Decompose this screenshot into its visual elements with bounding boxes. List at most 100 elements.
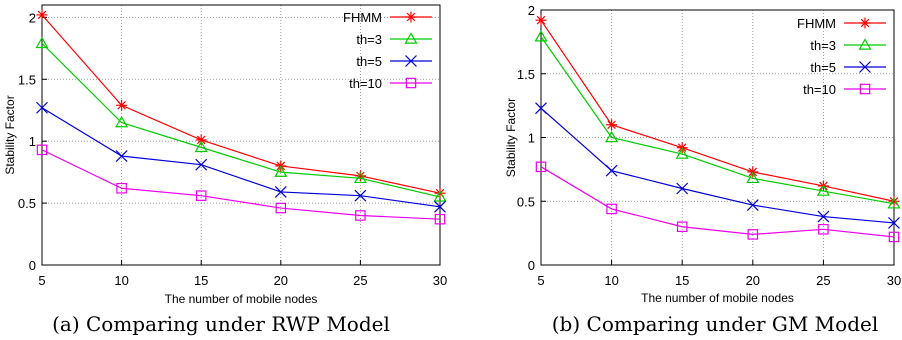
- cross-marker: [859, 61, 871, 73]
- triangle-marker: [816, 184, 830, 196]
- triangle-marker: [746, 171, 760, 184]
- series-layer: [534, 14, 901, 243]
- x-tick-label: 25: [816, 273, 830, 288]
- cross-marker: [115, 150, 128, 162]
- triangle-marker: [404, 32, 418, 44]
- x-tick-label: 5: [537, 273, 544, 288]
- asterisk-marker: [859, 17, 871, 29]
- legend-label: th=10: [803, 82, 836, 97]
- y-axis-ticks: 0 0.5 1 1.5 2: [18, 10, 47, 273]
- series-line: [540, 36, 895, 205]
- square-marker: [818, 224, 829, 235]
- x-tick-label: 10: [604, 273, 618, 288]
- series-line: [540, 166, 895, 238]
- series-layer: [35, 9, 447, 225]
- triangle-marker: [605, 130, 619, 143]
- y-axis-ticks: 0 0.5 1 1.5 2: [517, 3, 546, 273]
- grid-lines: [541, 10, 894, 265]
- square-marker: [888, 231, 900, 243]
- cross-marker: [274, 186, 287, 198]
- legend: FHMM th=3 th=5 th=10: [797, 16, 886, 97]
- triangle-marker: [534, 30, 548, 42]
- triangle-marker: [858, 38, 872, 50]
- legend-label: th=10: [349, 76, 382, 91]
- asterisk-marker: [405, 11, 417, 23]
- square-marker: [36, 144, 48, 156]
- cross-marker: [888, 217, 900, 229]
- triangle-marker: [115, 115, 129, 128]
- figure-caption: (a) Comparing under RWP Model: [52, 312, 390, 336]
- y-tick-label: 1.5: [18, 72, 36, 87]
- x-tick-label: 15: [675, 273, 689, 288]
- x-tick-label: 20: [274, 273, 288, 288]
- chart-rwp: 0 0.5 1 1.5 2 5 10 15 20 25 30 FHMM th=3…: [3, 4, 447, 336]
- square-marker: [116, 182, 127, 194]
- square-marker: [195, 190, 207, 201]
- x-tick-label: 30: [433, 273, 447, 288]
- legend-label: FHMM: [343, 10, 382, 25]
- x-tick-label: 25: [353, 273, 367, 288]
- series-line: [540, 107, 895, 224]
- x-tick-label: 10: [114, 273, 128, 288]
- asterisk-marker: [195, 134, 207, 146]
- y-tick-label: 0.5: [18, 196, 36, 211]
- y-tick-label: 0.5: [517, 194, 535, 209]
- triangle-marker: [274, 165, 288, 177]
- cross-marker: [405, 55, 417, 67]
- x-axis-label: The number of mobile nodes: [165, 292, 318, 306]
- cross-marker: [605, 164, 618, 177]
- legend-label: th=5: [810, 60, 836, 75]
- series-line: [41, 14, 441, 194]
- square-marker: [606, 203, 617, 215]
- triangle-marker: [675, 147, 689, 159]
- legend-label: th=3: [810, 38, 836, 53]
- square-marker: [405, 77, 417, 89]
- asterisk-marker: [606, 119, 618, 131]
- square-marker: [535, 161, 547, 173]
- plot-frame: [41, 4, 441, 266]
- y-tick-label: 2: [528, 3, 535, 18]
- y-tick-label: 1: [29, 134, 36, 149]
- legend: FHMM th=3 th=5 th=10: [343, 10, 432, 91]
- x-tick-label: 30: [887, 273, 901, 288]
- square-marker: [434, 213, 446, 225]
- triangle-marker: [433, 190, 447, 202]
- series-line: [41, 42, 441, 198]
- y-tick-label: 1.5: [517, 67, 535, 82]
- square-marker: [275, 202, 287, 214]
- y-tick-label: 0: [29, 258, 36, 273]
- legend-label: FHMM: [797, 16, 836, 31]
- y-tick-label: 1: [528, 131, 535, 146]
- square-marker: [676, 221, 688, 233]
- square-marker: [355, 210, 366, 221]
- x-tick-label: 15: [194, 273, 208, 288]
- cross-marker: [676, 182, 689, 195]
- y-axis-label: Stability Factor: [3, 95, 17, 174]
- cross-marker: [817, 210, 830, 223]
- asterisk-marker: [535, 14, 547, 26]
- square-marker: [859, 83, 871, 95]
- triangle-marker: [887, 197, 901, 209]
- x-axis-ticks: 5 10 15 20 25 30: [537, 260, 901, 288]
- y-axis-label: Stability Factor: [504, 98, 518, 177]
- x-axis-ticks: 5 10 15 20 25 30: [38, 260, 447, 288]
- triangle-marker: [353, 171, 367, 184]
- triangle-marker: [194, 140, 208, 153]
- asterisk-marker: [116, 99, 128, 111]
- cross-marker: [535, 102, 547, 115]
- triangle-marker: [35, 36, 49, 49]
- square-marker: [747, 229, 759, 240]
- y-tick-label: 0: [528, 258, 535, 273]
- x-tick-label: 5: [38, 273, 45, 288]
- x-axis-label: The number of mobile nodes: [641, 291, 794, 305]
- asterisk-marker: [36, 9, 48, 21]
- legend-label: th=5: [356, 54, 382, 69]
- series-line: [540, 19, 895, 202]
- x-tick-label: 20: [746, 273, 760, 288]
- cross-marker: [746, 199, 759, 211]
- cross-marker: [195, 158, 208, 171]
- cross-marker: [434, 200, 446, 213]
- chart-gm: 0 0.5 1 1.5 2 5 10 15 20 25 30 FHMM th=3…: [504, 3, 901, 336]
- cross-marker: [354, 189, 367, 202]
